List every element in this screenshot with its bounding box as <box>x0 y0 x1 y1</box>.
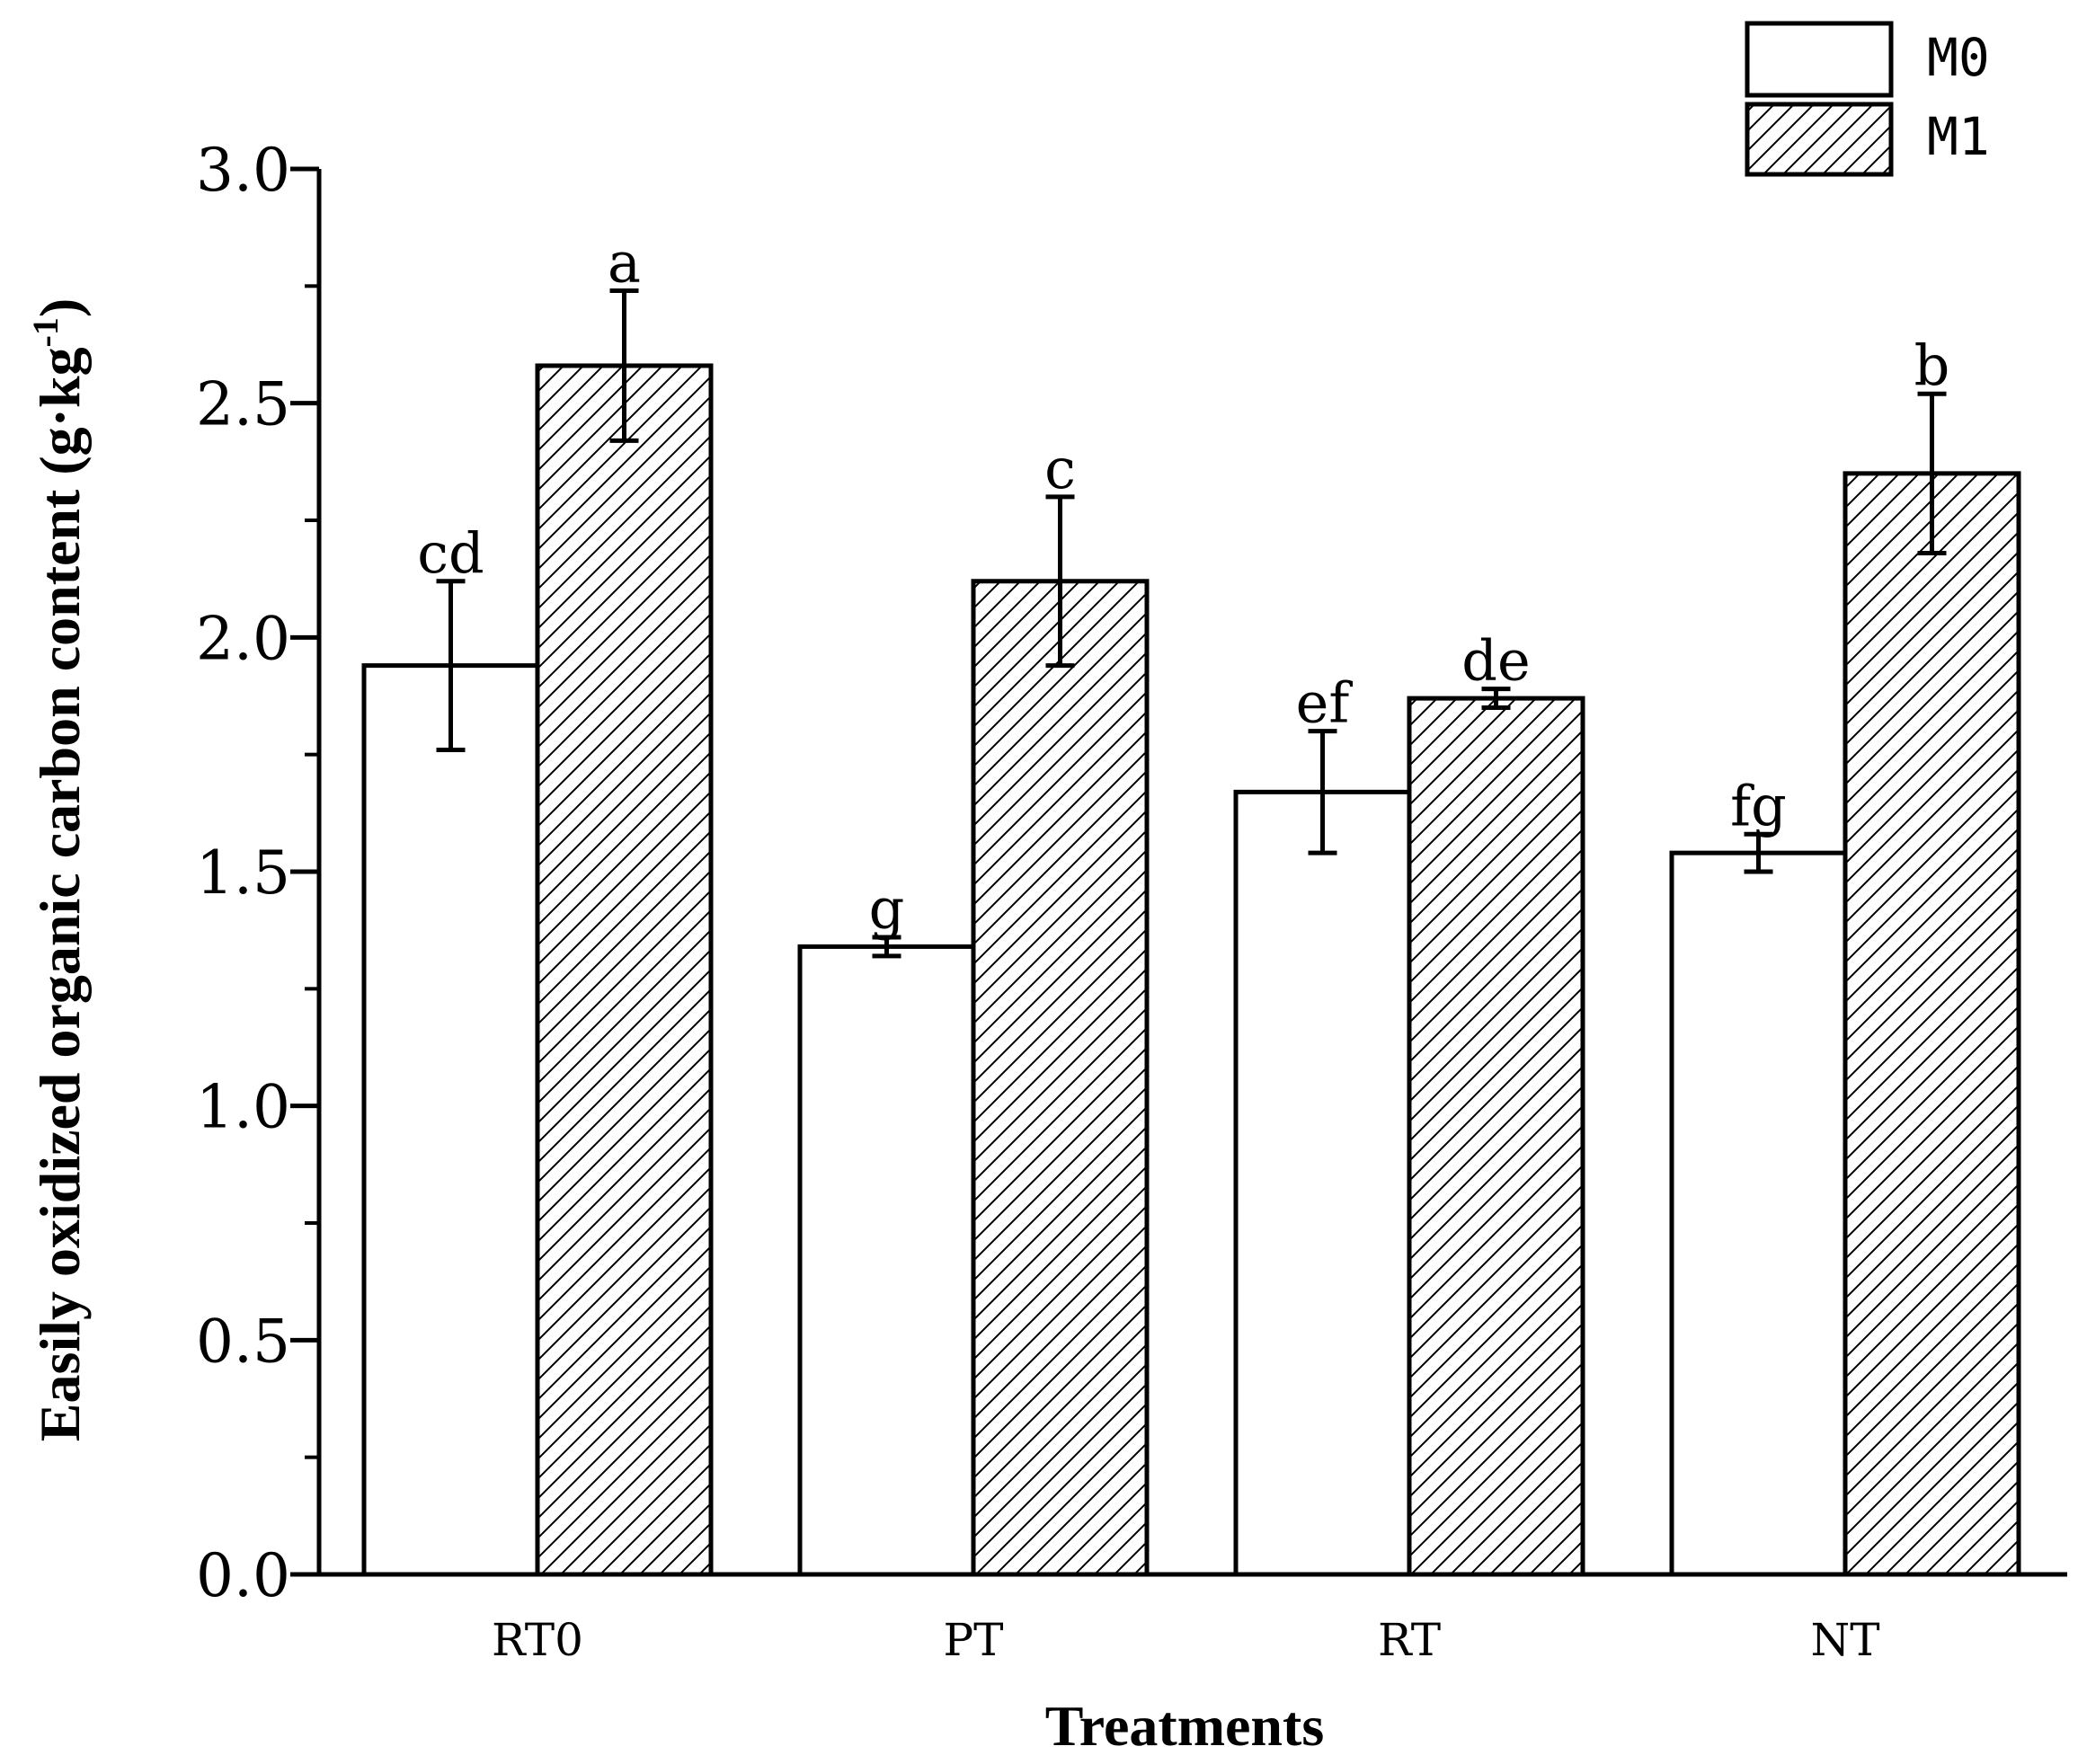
y-tick-label: 2.5 <box>196 370 290 439</box>
y-axis-title: Easily oxidized organic carbon content (… <box>25 298 92 1441</box>
x-tick-label-nt: NT <box>1810 1614 1879 1666</box>
bar-m0-rt <box>1233 789 1412 1577</box>
significance-label: cd <box>417 520 484 586</box>
significance-label: ef <box>1296 670 1354 736</box>
significance-label: g <box>869 876 905 942</box>
significance-label: c <box>1044 436 1076 501</box>
x-tick-label-rt0: RT0 <box>492 1614 583 1666</box>
significance-label: de <box>1461 628 1530 694</box>
significance-label: fg <box>1730 773 1787 838</box>
bar-m1-nt <box>1843 471 2021 1577</box>
y-axis-title-main: Easily oxidized organic carbon content (… <box>28 347 92 1441</box>
bar-m1-rt <box>1407 696 1585 1577</box>
x-axis-title: Treatments <box>1045 1694 1324 1758</box>
y-axis-title-close: ) <box>28 298 92 317</box>
legend-swatch-m0 <box>1745 21 1894 98</box>
bar-m1-rt0 <box>535 363 714 1577</box>
legend-label-m1: M1 <box>1927 106 1990 167</box>
y-tick-label: 2.0 <box>196 604 290 673</box>
y-tick-label: 3.0 <box>196 136 290 205</box>
legend-label-m0: M0 <box>1927 27 1990 88</box>
bar-m0-pt <box>797 944 976 1577</box>
legend-swatch-m1 <box>1745 102 1894 177</box>
y-tick-label: 0.5 <box>196 1307 290 1376</box>
bar-m0-rt0 <box>361 663 540 1577</box>
y-tick-label: 1.5 <box>196 838 290 908</box>
legend: M0 M1 <box>1745 21 1990 177</box>
plot-area: 0.0 0.5 1.0 1.5 2.0 2.5 3.0 cd a RT0 g c PT ef de RT fg b… <box>196 136 2067 1666</box>
bar-m1-pt <box>971 579 1150 1577</box>
x-tick-label-pt: PT <box>944 1614 1004 1666</box>
y-axis-title-superscript: -1 <box>25 317 66 347</box>
y-tick-label: 1.0 <box>196 1073 290 1142</box>
significance-label: b <box>1914 332 1950 398</box>
y-tick-label: 0.0 <box>196 1541 290 1610</box>
bar-m0-nt <box>1669 850 1848 1577</box>
significance-label: a <box>608 230 641 296</box>
x-tick-label-rt: RT <box>1378 1614 1441 1666</box>
